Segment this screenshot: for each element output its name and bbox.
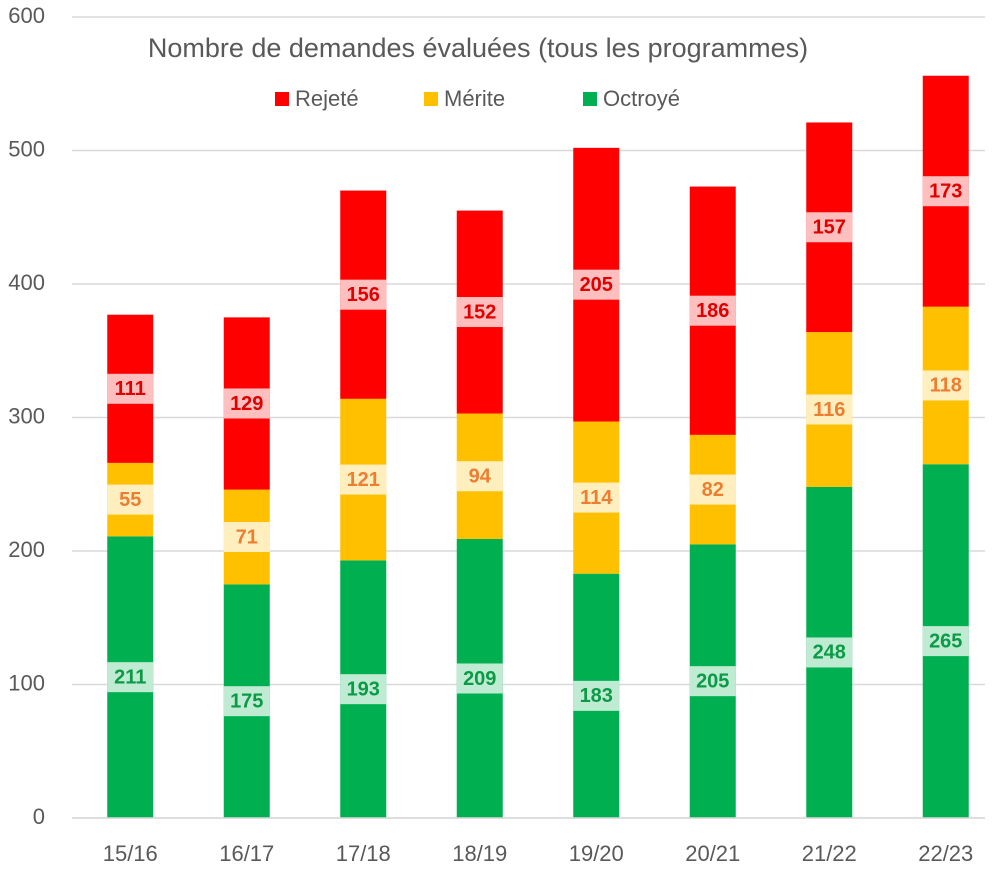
data-label-bg xyxy=(107,373,154,404)
data-label-bg xyxy=(340,674,387,705)
data-label-bg xyxy=(573,482,620,513)
x-tick-label: 17/18 xyxy=(336,841,391,866)
data-label: 205 xyxy=(696,670,729,692)
x-tick-label: 18/19 xyxy=(452,841,507,866)
data-label-bg xyxy=(107,484,154,515)
data-label: 71 xyxy=(236,526,258,548)
data-label: 193 xyxy=(347,678,380,700)
data-label: 173 xyxy=(929,180,962,202)
y-tick-label: 300 xyxy=(8,403,45,428)
data-label: 111 xyxy=(115,378,146,400)
data-label: 94 xyxy=(469,466,492,488)
data-label-bg xyxy=(573,680,620,711)
legend-swatch xyxy=(275,92,289,106)
data-label-bg xyxy=(340,464,387,495)
data-label-bg xyxy=(689,666,736,697)
data-label: 152 xyxy=(463,301,496,323)
chart-title: Nombre de demandes évaluées (tous les pr… xyxy=(148,33,808,63)
data-label-bg xyxy=(689,295,736,326)
data-label-bg xyxy=(806,637,853,668)
data-label: 186 xyxy=(696,300,729,322)
y-tick-label: 100 xyxy=(8,670,45,695)
data-label: 118 xyxy=(930,375,962,397)
x-tick-label: 19/20 xyxy=(569,841,624,866)
x-tick-label: 21/22 xyxy=(802,841,857,866)
data-label: 175 xyxy=(230,690,263,712)
data-label: 265 xyxy=(929,630,962,652)
y-tick-label: 200 xyxy=(8,537,45,562)
data-label-bg xyxy=(456,663,503,694)
data-label: 116 xyxy=(813,399,845,421)
data-label-bg xyxy=(806,394,853,425)
data-label-bg xyxy=(456,297,503,328)
legend-label: Mérite xyxy=(444,86,505,111)
data-label-bg xyxy=(922,370,969,401)
data-label: 209 xyxy=(463,668,496,690)
data-label-bg xyxy=(340,279,387,310)
data-label: 205 xyxy=(580,274,613,296)
x-tick-label: 22/23 xyxy=(918,841,973,866)
data-label: 82 xyxy=(702,479,724,501)
x-tick-label: 20/21 xyxy=(685,841,740,866)
data-label: 156 xyxy=(347,284,380,306)
data-label-bg xyxy=(806,212,853,243)
legend-swatch xyxy=(424,92,438,106)
data-label: 114 xyxy=(580,487,613,509)
data-label-bg xyxy=(223,686,270,717)
data-label: 248 xyxy=(813,642,846,664)
legend-label: Octroyé xyxy=(603,86,680,111)
data-label: 129 xyxy=(230,393,263,415)
data-label: 121 xyxy=(347,469,380,491)
data-label-bg xyxy=(223,521,270,552)
data-label-bg xyxy=(922,176,969,207)
data-label-bg xyxy=(922,626,969,657)
data-label-bg xyxy=(456,461,503,492)
data-label-bg xyxy=(689,474,736,505)
data-label-bg xyxy=(573,269,620,300)
data-label: 183 xyxy=(580,685,613,707)
y-tick-label: 500 xyxy=(8,136,45,161)
legend-label: Rejeté xyxy=(295,86,359,111)
x-tick-label: 16/17 xyxy=(219,841,274,866)
y-tick-label: 600 xyxy=(8,3,45,28)
legend-swatch xyxy=(583,92,597,106)
data-label: 157 xyxy=(813,217,846,239)
data-label-bg xyxy=(107,662,154,693)
y-tick-label: 400 xyxy=(8,270,45,295)
x-tick-label: 15/16 xyxy=(103,841,158,866)
data-label-bg xyxy=(223,388,270,419)
y-tick-label: 0 xyxy=(33,804,45,829)
data-label: 211 xyxy=(114,666,146,688)
data-label: 55 xyxy=(119,489,141,511)
